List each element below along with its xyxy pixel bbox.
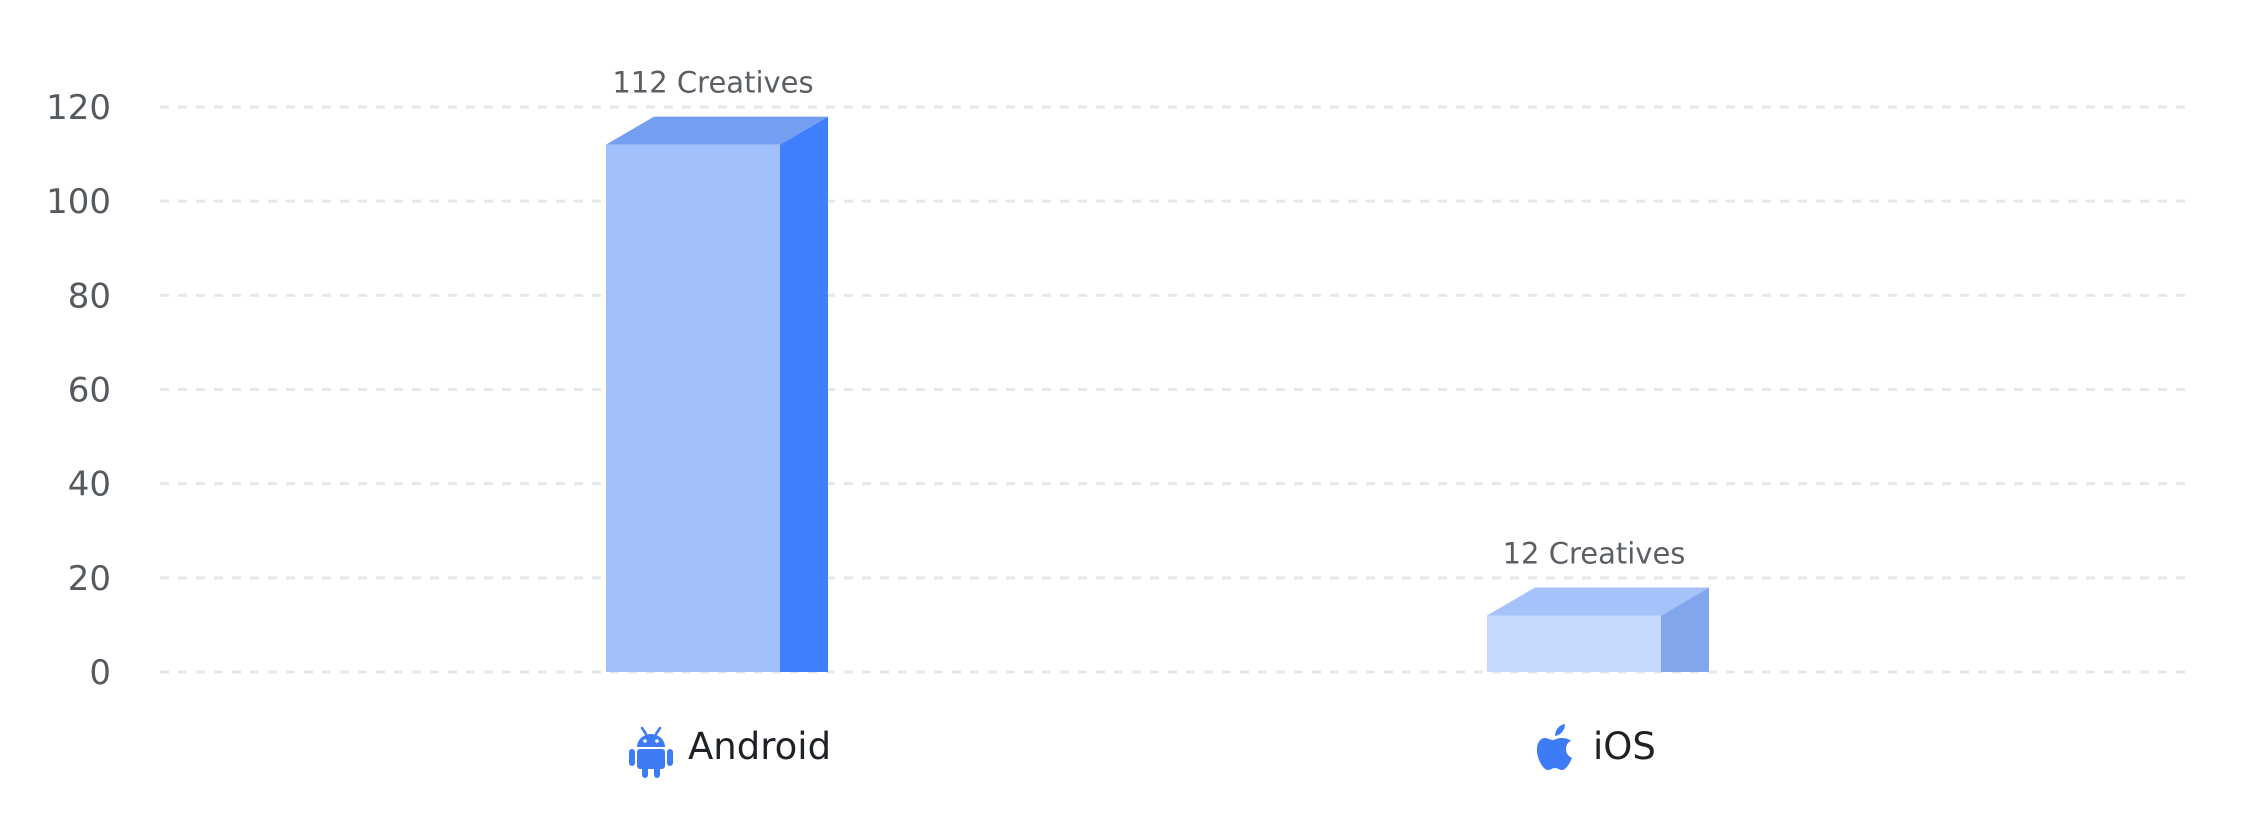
bars — [606, 116, 1709, 672]
data-label: 112 Creatives — [612, 66, 813, 100]
data-label: 12 Creatives — [1503, 537, 1686, 571]
category-android: Android — [629, 725, 831, 778]
y-tick-label: 40 — [68, 465, 111, 505]
bar-android — [606, 116, 828, 672]
android-icon — [629, 726, 673, 778]
x-axis-categories: Android iOS — [629, 724, 1656, 778]
bar-front-face — [606, 144, 780, 672]
bar-front-face — [1487, 615, 1661, 672]
y-tick-label: 60 — [68, 371, 111, 411]
y-tick-label: 80 — [68, 276, 111, 316]
data-labels: 112 Creatives 12 Creatives — [612, 66, 1685, 571]
y-tick-label: 0 — [89, 653, 111, 693]
bar-ios — [1487, 587, 1709, 672]
category-label-android: Android — [688, 725, 831, 768]
bar-top-face — [606, 116, 828, 145]
category-label-ios: iOS — [1593, 725, 1656, 768]
y-tick-label: 120 — [46, 88, 111, 128]
y-axis-ticks: 0 20 40 60 80 100 120 — [46, 88, 111, 693]
bar-side-face — [780, 116, 828, 672]
bar-top-face — [1487, 587, 1709, 616]
bar-side-face — [1661, 587, 1709, 672]
apple-icon — [1537, 724, 1572, 770]
category-ios: iOS — [1537, 724, 1656, 770]
gridlines — [160, 105, 2192, 674]
y-tick-label: 100 — [46, 182, 111, 222]
y-tick-label: 20 — [68, 559, 111, 599]
